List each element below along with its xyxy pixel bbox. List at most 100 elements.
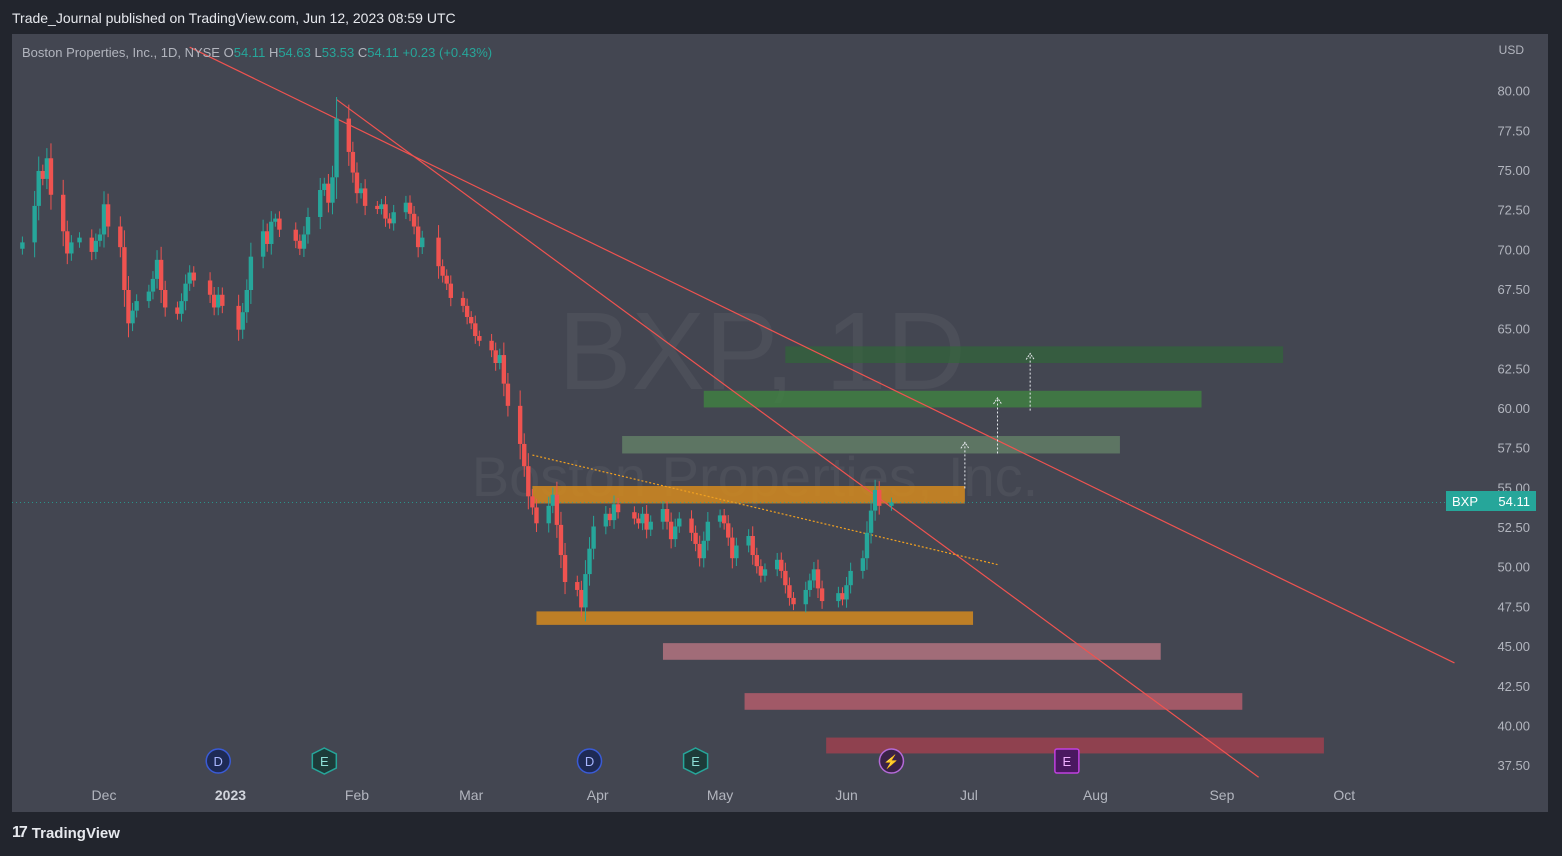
candle-body [44,158,50,179]
candle-body [69,242,74,254]
candle-body [362,188,368,206]
event-badge-earnings[interactable]: E [311,747,338,775]
candle-body [819,588,825,602]
event-badge-dividend[interactable]: D [205,748,231,774]
y-tick-label: 40.00 [1497,718,1530,733]
candle-body [350,151,356,173]
candle-body [175,307,180,314]
legend-close-label: C [357,45,368,60]
candle-body [154,259,160,279]
legend-low-value: 53.53 [321,45,355,60]
event-badge-circle [878,748,905,774]
candle-body [501,355,507,384]
candle-body [505,383,511,406]
candle-body [383,204,388,219]
candle-body [860,558,866,571]
candle-body [40,170,45,179]
x-tick-label: Apr [587,787,609,803]
candle-body [762,569,768,576]
candle-body [301,234,307,249]
x-tick-label: 2023 [215,787,246,803]
currency-label[interactable]: USD [1498,43,1524,57]
x-tick-label: Feb [345,787,369,803]
candle-body [354,172,360,194]
candle-body [717,515,723,522]
candle-body [207,280,213,295]
candle-body [403,202,409,213]
candle-body [334,118,339,178]
candle-body [220,294,225,306]
candle-body [664,509,670,522]
event-badge-earnings[interactable]: E [1054,748,1080,774]
event-badge-letter: D [214,754,223,769]
candle-body [464,305,470,317]
y-tick-label: 65.00 [1497,322,1530,337]
candle-body [644,513,649,530]
last-price-tag: BXP 54.11 [1446,491,1536,511]
y-tick-label: 47.50 [1497,599,1530,614]
candle-body [436,237,441,267]
candle-body [36,170,41,206]
y-tick-label: 45.00 [1497,639,1530,654]
candle-body [648,521,653,530]
x-tick-label: Jul [960,787,978,803]
candle-body [211,294,217,308]
candle-body [326,183,331,203]
x-tick-label: Oct [1333,787,1355,803]
event-badge-letter: ⚡ [883,754,899,770]
legend-title: Boston Properties, Inc., 1D, NYSE [22,45,220,60]
candle-body [868,510,874,533]
zone-target-up [703,390,1202,408]
y-tick-label: 50.00 [1497,560,1530,575]
event-badge-split-lightning[interactable]: ⚡ [878,748,905,774]
candle-body [750,536,755,556]
candle-body [775,559,780,570]
candle-body [130,310,135,324]
legend-open-value: 54.11 [233,45,266,60]
candle-body [32,205,37,243]
candle-body [632,512,637,519]
candle-body [579,589,584,608]
candle-body [615,504,621,513]
event-badge-hexagon [311,747,338,775]
candle-body [668,521,674,540]
candle-body [158,259,164,290]
chart-panel[interactable]: BXP, 1D Boston Properties, Inc. 80.00 77.50… [12,34,1548,812]
candle-body [807,580,813,590]
candle-body [811,569,817,581]
candle-body [122,247,127,290]
event-badge-dividend[interactable]: D [576,748,603,774]
candle-body [297,240,303,249]
candle-body [387,218,392,224]
candle-body [322,183,327,191]
candle-body [391,212,396,224]
candle-body [697,543,702,559]
x-tick-label: Dec [92,787,117,803]
candle-body [844,585,849,600]
legend-high-value: 54.63 [278,45,311,60]
event-badge-earnings[interactable]: E [682,747,709,775]
candle-body [550,494,555,506]
zone-target-up [622,436,1120,454]
event-badge-square [1054,748,1080,774]
legend-open-label: O [223,45,234,60]
candle-body [746,536,751,546]
legend-high-label: H [268,45,279,60]
tradingview-logo[interactable]: 17 TradingView [12,824,120,842]
candle-body [216,294,221,308]
event-badge-letter: E [691,754,700,769]
candle-body [448,283,453,298]
candle-body [730,537,735,559]
candle-body [815,569,821,589]
candle-body [489,340,494,351]
candle-body [118,226,123,248]
candle-body [273,218,278,222]
candle-body [864,532,870,559]
candle-body [248,256,254,290]
falling-trendline [336,99,1259,778]
legend-change: +0.23 (+0.43%) [402,45,493,60]
candle-body [20,242,25,249]
y-tick-label: 37.50 [1497,758,1530,773]
candle-body [48,158,54,195]
